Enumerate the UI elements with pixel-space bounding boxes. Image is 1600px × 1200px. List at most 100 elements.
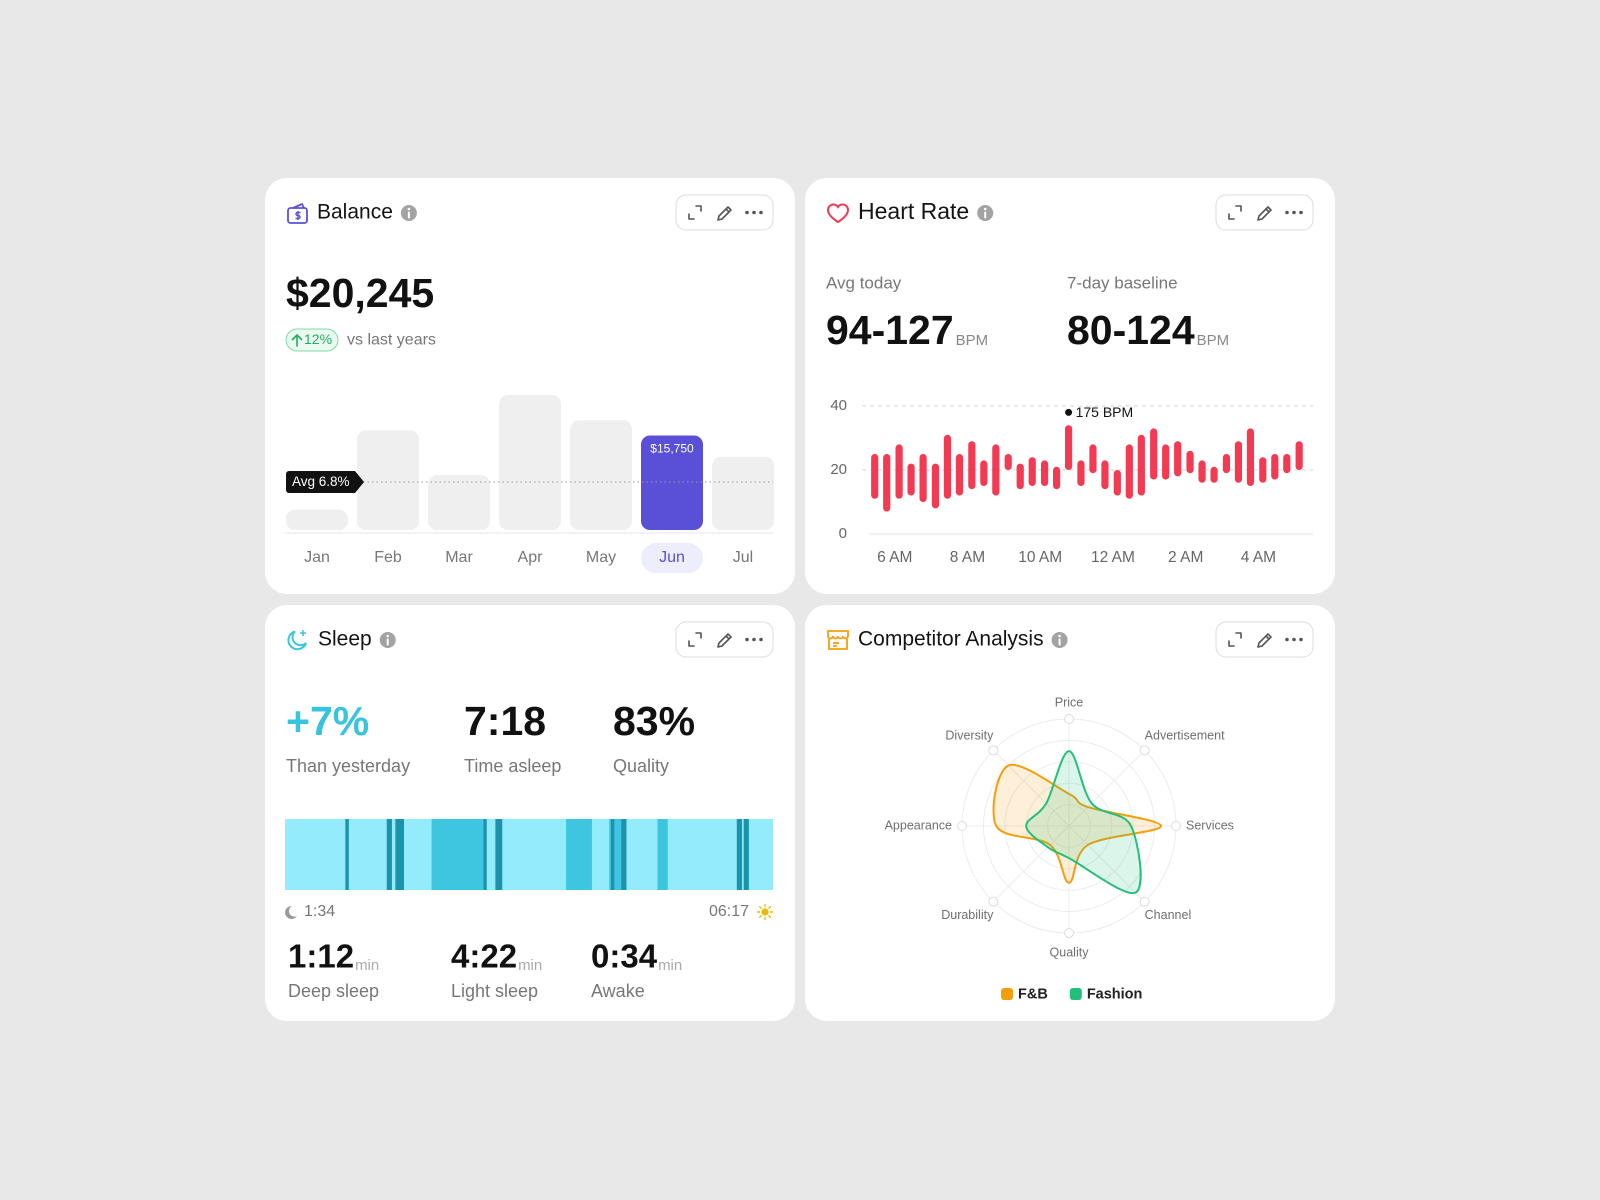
range-bar [1222, 454, 1231, 474]
expand-button[interactable] [1228, 632, 1242, 647]
edit-button[interactable] [717, 206, 732, 221]
expand-button[interactable] [1228, 205, 1242, 220]
range-bar [1246, 428, 1255, 486]
axis-label: Price [1055, 695, 1084, 709]
duration-unit: min [518, 957, 542, 974]
duration-label: Awake [591, 981, 645, 1001]
range-bar [871, 454, 879, 499]
edit-button[interactable] [1257, 633, 1272, 648]
range-bar [1295, 441, 1303, 470]
x-tick-label: Feb [374, 549, 402, 566]
bar [712, 456, 774, 530]
range-bar [1210, 466, 1218, 483]
toolbar-frame [675, 621, 774, 658]
sun-ray [768, 915, 772, 919]
range-bar [1150, 428, 1158, 480]
axis-end [957, 821, 967, 831]
info-dot [983, 207, 987, 211]
range-bar [1101, 460, 1109, 490]
stat-value: 94-127 [826, 307, 954, 353]
sleep-end: 06:17 [709, 903, 749, 920]
more-button[interactable] [1285, 637, 1303, 642]
range-bar [1283, 454, 1291, 474]
card-title: Balance [317, 201, 393, 224]
stat-value: 7:18 [464, 698, 546, 744]
more-dot [745, 637, 749, 642]
stat-label: Than yesterday [286, 756, 410, 776]
card-title: Competitor Analysis [858, 628, 1044, 651]
axis-end [1139, 745, 1150, 756]
expand-button[interactable] [688, 632, 702, 647]
store-icon [827, 630, 849, 650]
more-dot [1285, 210, 1289, 215]
sleep-segment [386, 819, 392, 890]
competitor-card: Competitor Analysis Price Advertisement Se… [805, 605, 1335, 1021]
sleep-segment [345, 819, 349, 890]
expand-button[interactable] [688, 205, 702, 220]
range-bar [1089, 444, 1097, 474]
sleep-segment [566, 819, 592, 890]
sun-ray [758, 915, 762, 919]
up-arrow [291, 333, 303, 347]
x-tick-label: 2 AM [1168, 549, 1203, 566]
more-button[interactable] [745, 210, 763, 215]
range-bar [883, 454, 891, 512]
edit-button[interactable] [717, 633, 732, 648]
axis-label: Diversity [945, 729, 994, 743]
more-dot [759, 210, 763, 215]
y-tick-label: 20 [830, 461, 847, 478]
change-pill [285, 328, 339, 352]
balance-amount: $20,245 [286, 270, 434, 316]
info-dot [407, 207, 411, 211]
y-tick-label: 0 [839, 525, 847, 542]
stat-value: 83% [613, 698, 695, 744]
duration-unit: min [658, 957, 682, 974]
axis-label: Appearance [885, 818, 952, 832]
more-dot [1299, 637, 1303, 642]
y-tick-label: 40 [830, 397, 847, 414]
info-dot [386, 634, 390, 638]
range-bar [1064, 425, 1073, 470]
info-icon [379, 632, 396, 648]
legend-swatch [1069, 988, 1082, 1000]
annotation-label: 175 BPM [1076, 404, 1134, 420]
radar-area [1025, 750, 1142, 895]
sleep-segment [395, 819, 404, 890]
stat-label: Quality [613, 756, 669, 776]
axis-end [1064, 714, 1074, 724]
range-bar [1198, 460, 1206, 483]
change-value: 12% [304, 331, 332, 347]
x-tick-label: Jan [304, 549, 330, 566]
legend-label: Fashion [1087, 986, 1143, 1002]
edit-button[interactable] [1257, 206, 1272, 221]
axis-label: Quality [1050, 945, 1090, 959]
range-bar [1052, 466, 1061, 490]
card-title: Sleep [318, 628, 372, 651]
axis-label: Durability [941, 908, 994, 922]
more-button[interactable] [745, 637, 763, 642]
axis-end [1064, 928, 1074, 938]
range-bar [907, 463, 915, 496]
x-tick-label: Jun [659, 549, 685, 566]
bar [286, 509, 348, 530]
stat-value: +7% [286, 698, 369, 744]
toolbar [1215, 621, 1314, 658]
range-bar [1016, 463, 1024, 490]
bar [428, 475, 490, 530]
bar [570, 420, 632, 530]
range-bar [1137, 434, 1145, 496]
axis-end [1171, 821, 1181, 831]
range-bar [943, 434, 952, 499]
range-bar [895, 444, 903, 499]
duration-value: 4:22 [451, 938, 517, 975]
more-button[interactable] [1285, 210, 1303, 215]
x-tick-label: 10 AM [1018, 549, 1062, 566]
axis-label: Services [1186, 818, 1234, 832]
x-tick-label: Jul [733, 549, 753, 566]
range-bar [980, 460, 988, 486]
range-bar [1113, 470, 1121, 496]
range-bar [1259, 457, 1267, 483]
stat-unit: BPM [956, 332, 989, 349]
range-bar [1271, 454, 1279, 480]
